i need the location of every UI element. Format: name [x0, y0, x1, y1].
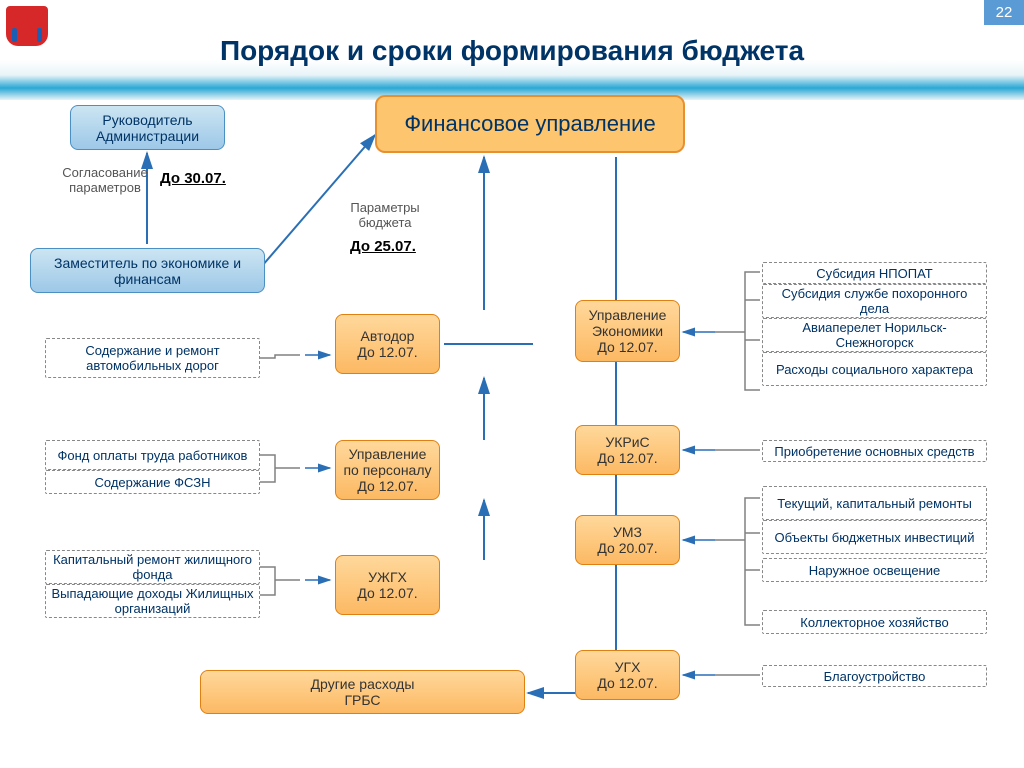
- umz-deadline: До 20.07.: [597, 540, 657, 556]
- head-admin-box: Руководитель Администрации: [70, 105, 225, 150]
- umz-box: УМЗ До 20.07.: [575, 515, 680, 565]
- other-expenses-box: Другие расходы ГРБС: [200, 670, 525, 714]
- econ-deadline: До 12.07.: [597, 339, 657, 355]
- pohor-box: Субсидия службе похоронного дела: [762, 284, 987, 318]
- avtodor-deadline: До 12.07.: [357, 344, 417, 360]
- avtodor-box: Автодор До 12.07.: [335, 314, 440, 374]
- deadline-2507: До 25.07.: [350, 238, 416, 255]
- other-label: Другие расходы: [311, 676, 415, 692]
- tekrem-box: Текущий, капитальный ремонты: [762, 486, 987, 520]
- osvesch-box: Наружное освещение: [762, 558, 987, 582]
- uzhgh-label: УЖГХ: [368, 569, 407, 585]
- note-agreement: Согласование параметров: [55, 165, 155, 195]
- note-budget-params: Параметры бюджета: [335, 200, 435, 230]
- personnel-deadline: До 12.07.: [357, 478, 417, 494]
- econ-label: Управление Экономики: [582, 307, 673, 339]
- npopat-box: Субсидия НПОПАТ: [762, 262, 987, 284]
- uzhgh-box: УЖГХ До 12.07.: [335, 555, 440, 615]
- roads-box: Содержание и ремонт автомобильных дорог: [45, 338, 260, 378]
- avia-box: Авиаперелет Норильск-Снежногорск: [762, 318, 987, 352]
- grbs-label: ГРБС: [344, 692, 380, 708]
- fot-box: Фонд оплаты труда работников: [45, 440, 260, 470]
- social-box: Расходы социального характера: [762, 352, 987, 386]
- fszn-box: Содержание ФСЗН: [45, 470, 260, 494]
- fin-mgmt-box: Финансовое управление: [375, 95, 685, 153]
- blago-box: Благоустройство: [762, 665, 987, 687]
- kaprem-box: Капитальный ремонт жилищного фонда: [45, 550, 260, 584]
- uzhgh-deadline: До 12.07.: [357, 585, 417, 601]
- ukris-deadline: До 12.07.: [597, 450, 657, 466]
- ukris-label: УКРиС: [605, 434, 649, 450]
- deputy-box: Заместитель по экономике и финансам: [30, 248, 265, 293]
- page-title: Порядок и сроки формирования бюджета: [0, 35, 1024, 67]
- osnovn-box: Приобретение основных средств: [762, 440, 987, 462]
- umz-label: УМЗ: [613, 524, 642, 540]
- vypad-box: Выпадающие доходы Жилищных организаций: [45, 584, 260, 618]
- ugh-box: УГХ До 12.07.: [575, 650, 680, 700]
- personnel-label: Управление по персоналу: [342, 446, 433, 478]
- ugh-label: УГХ: [615, 659, 641, 675]
- econ-box: Управление Экономики До 12.07.: [575, 300, 680, 362]
- avtodor-label: Автодор: [361, 328, 415, 344]
- ukris-box: УКРиС До 12.07.: [575, 425, 680, 475]
- deadline-3007: До 30.07.: [160, 170, 226, 187]
- personnel-box: Управление по персоналу До 12.07.: [335, 440, 440, 500]
- ugh-deadline: До 12.07.: [597, 675, 657, 691]
- invest-box: Объекты бюджетных инвестиций: [762, 520, 987, 554]
- kollekt-box: Коллекторное хозяйство: [762, 610, 987, 634]
- page-number: 22: [984, 0, 1024, 25]
